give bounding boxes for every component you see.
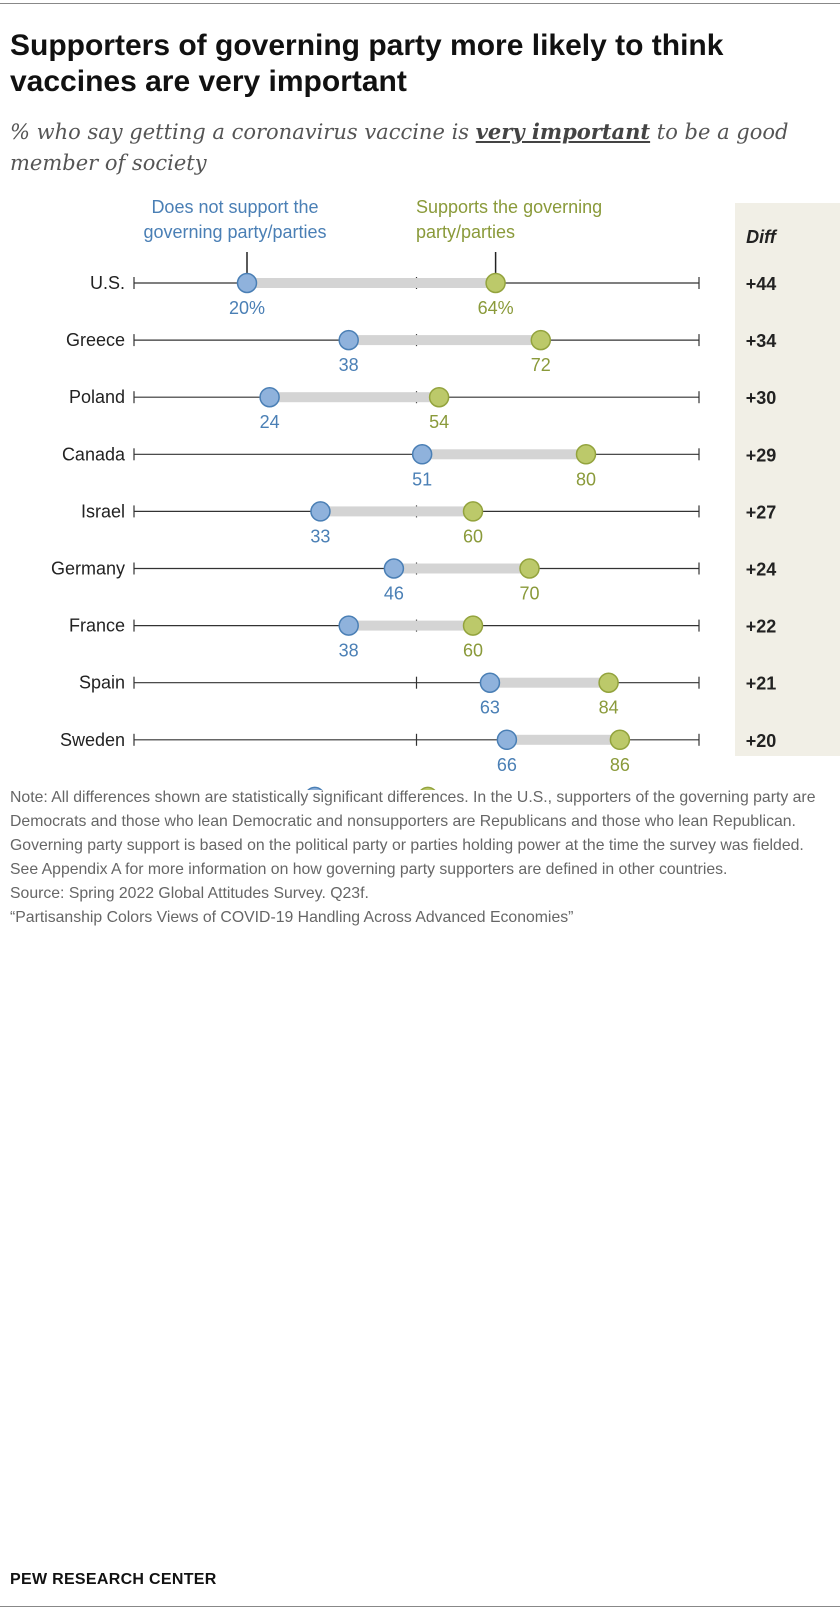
- country-label: Sweden: [60, 730, 125, 750]
- country-label: Poland: [69, 387, 125, 407]
- diff-header: Diff: [746, 227, 778, 247]
- chart-notes: Note: All differences shown are statisti…: [10, 786, 830, 930]
- bottom-rule: [0, 1606, 840, 1607]
- value-label-non-supporter: 24: [260, 412, 280, 432]
- diff-value: +34: [746, 331, 777, 351]
- dot-supporter: [530, 329, 552, 351]
- range-bar: [393, 563, 530, 574]
- country-label: Spain: [79, 673, 125, 693]
- range-bar: [320, 506, 473, 517]
- brand-logo-text: PEW RESEARCH CENTER: [10, 1571, 217, 1588]
- country-label: Israel: [81, 501, 125, 521]
- diff-value: +21: [746, 674, 777, 694]
- value-label-supporter: 80: [576, 469, 596, 489]
- dot-non-supporter: [236, 272, 258, 294]
- country-label: Hungary: [57, 787, 125, 790]
- diff-value: +20: [746, 731, 777, 751]
- diff-value: +27: [746, 502, 777, 522]
- range-bar: [489, 677, 609, 688]
- diff-value: +44: [746, 274, 777, 294]
- legend-non-supporter-line2: governing party/parties: [143, 222, 326, 242]
- range-bar: [348, 335, 541, 346]
- value-label-non-supporter: 38: [339, 355, 359, 375]
- dot-supporter: [609, 729, 631, 751]
- diff-value: +20: [746, 788, 777, 790]
- value-label-supporter: 86: [610, 755, 630, 775]
- dot-non-supporter: [338, 329, 359, 351]
- dot-supporter: [575, 444, 597, 465]
- diff-value: +30: [746, 388, 777, 408]
- value-label-non-supporter: 46: [384, 584, 404, 604]
- source-text: Source: Spring 2022 Global Attitudes Sur…: [10, 885, 369, 902]
- value-label-non-supporter: 51: [412, 469, 432, 489]
- country-label: U.S.: [90, 273, 125, 293]
- value-label-supporter: 54: [429, 412, 449, 432]
- legend-supporter-line1: Supports the governing: [416, 197, 602, 217]
- top-rule: [0, 3, 840, 4]
- value-label-non-supporter: 63: [480, 698, 500, 718]
- dot-supporter: [598, 672, 619, 693]
- diff-value: +22: [746, 617, 777, 637]
- value-label-supporter: 70: [519, 584, 539, 604]
- dot-non-supporter: [383, 558, 405, 579]
- range-bar: [422, 449, 586, 460]
- subtitle-text-after: to be a good member of society: [10, 120, 789, 175]
- dot-range-chart: Does not support the governing party/part…: [51, 197, 778, 790]
- diff-value: +29: [746, 445, 777, 465]
- value-label-non-supporter: 38: [339, 641, 359, 661]
- value-label-non-supporter: 66: [497, 755, 517, 775]
- value-label-supporter: 84: [599, 698, 619, 718]
- value-label-non-supporter: 20%: [229, 298, 265, 318]
- subtitle-text-before: % who say getting a coronavirus vaccine …: [10, 120, 476, 144]
- chart-title: Supporters of governing party more likel…: [10, 29, 724, 98]
- value-label-supporter: 60: [463, 526, 483, 546]
- diff-column-panel: [735, 203, 840, 756]
- note-text: Note: All differences shown are statisti…: [10, 789, 816, 878]
- dot-supporter: [485, 272, 506, 294]
- country-label: Canada: [62, 444, 126, 464]
- dot-supporter: [420, 786, 436, 790]
- range-bar: [348, 620, 473, 631]
- chart-subtitle: % who say getting a coronavirus vaccine …: [10, 116, 820, 179]
- value-label-supporter: 64%: [478, 298, 514, 318]
- value-label-non-supporter: 33: [310, 526, 330, 546]
- legend-supporter-line2: party/parties: [416, 222, 515, 242]
- dot-supporter: [428, 386, 450, 408]
- dot-non-supporter: [479, 672, 501, 693]
- dot-non-supporter: [411, 444, 433, 465]
- diff-value: +24: [746, 560, 777, 580]
- country-label: France: [69, 616, 125, 636]
- subtitle-emphasis: very important: [475, 119, 651, 144]
- country-label: Greece: [66, 330, 125, 350]
- dot-non-supporter: [338, 615, 359, 636]
- range-bar: [506, 734, 620, 745]
- value-label-supporter: 72: [531, 355, 551, 375]
- range-bar: [269, 392, 440, 403]
- dot-supporter: [462, 501, 484, 522]
- dot-supporter: [462, 615, 484, 636]
- legend-non-supporter-line1: Does not support the: [151, 197, 318, 217]
- dot-non-supporter: [496, 729, 518, 751]
- dot-non-supporter: [310, 501, 331, 522]
- dot-supporter: [519, 558, 540, 579]
- report-title: “Partisanship Colors Views of COVID-19 H…: [10, 909, 574, 926]
- country-label: Germany: [51, 559, 125, 579]
- value-label-supporter: 60: [463, 641, 483, 661]
- range-bar: [247, 278, 496, 288]
- dot-non-supporter: [307, 786, 323, 790]
- dot-non-supporter: [259, 386, 280, 408]
